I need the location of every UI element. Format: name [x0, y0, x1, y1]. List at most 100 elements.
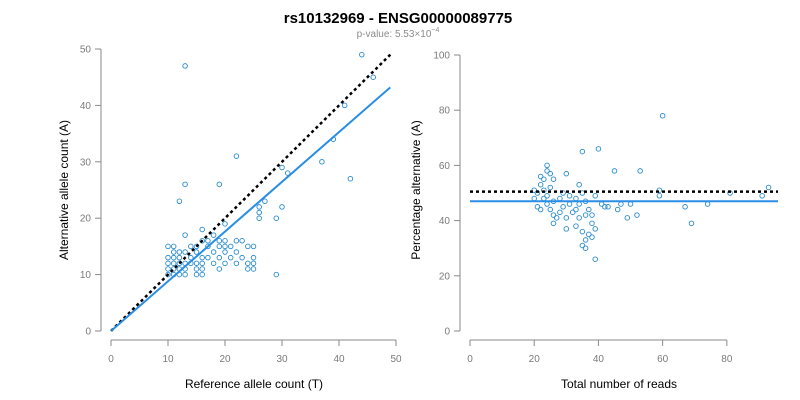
data-point	[634, 212, 640, 218]
data-point	[284, 170, 291, 176]
data-point	[319, 159, 325, 165]
data-point	[347, 175, 354, 182]
data-point	[205, 243, 211, 250]
data-point	[227, 243, 234, 250]
scatter-panel-percentage: Total number of reads Percentage alterna…	[409, 51, 778, 391]
data-point	[279, 204, 285, 210]
data-point	[563, 226, 570, 232]
data-point	[595, 146, 602, 152]
data-point	[245, 243, 251, 250]
data-point	[656, 193, 663, 199]
data-point	[222, 221, 228, 227]
data-point	[199, 226, 205, 233]
reference-line	[110, 53, 392, 332]
data-point	[576, 201, 582, 207]
data-point	[262, 198, 268, 205]
data-point	[170, 266, 177, 272]
data-point	[170, 249, 177, 255]
data-point	[576, 181, 582, 188]
data-point	[627, 201, 634, 207]
data-point	[688, 220, 695, 227]
y-tick-label: 20	[439, 271, 451, 282]
data-point	[547, 184, 554, 191]
data-point	[176, 198, 183, 205]
data-point	[165, 271, 171, 278]
x-tick-label: 10	[162, 354, 174, 365]
data-point	[544, 162, 550, 169]
data-point	[239, 254, 245, 261]
data-point	[614, 206, 621, 213]
data-point	[592, 193, 598, 199]
data-point	[170, 254, 177, 261]
y-tick-label: 20	[80, 214, 92, 225]
data-point	[188, 254, 194, 261]
y-tick-label: 0	[444, 327, 450, 338]
data-point	[176, 254, 183, 261]
y-tick-label: 60	[439, 161, 451, 172]
data-point	[544, 201, 550, 207]
data-point	[216, 238, 223, 244]
data-point	[182, 232, 188, 238]
data-point	[531, 195, 537, 202]
data-point	[611, 168, 618, 174]
x-axis-label: Reference allele count (T)	[185, 377, 323, 391]
y-tick-label: 50	[80, 45, 92, 56]
data-point	[170, 243, 177, 250]
chart-title: rs10132969 - ENSG00000089775	[284, 10, 513, 27]
data-point	[537, 206, 544, 213]
x-tick-label: 50	[390, 354, 402, 365]
data-point	[704, 201, 711, 207]
data-point	[560, 190, 566, 196]
data-point	[531, 187, 537, 193]
data-point	[579, 190, 586, 196]
data-point	[341, 102, 348, 109]
data-point	[370, 74, 376, 80]
data-point	[170, 260, 177, 267]
x-tick-label: 40	[333, 354, 345, 365]
data-point	[165, 260, 171, 267]
data-point	[182, 249, 188, 255]
data-point	[222, 260, 228, 267]
scatter-panel-allele-counts: Reference allele count (T) Alternative a…	[57, 45, 402, 392]
data-point	[199, 271, 205, 278]
y-tick-label: 40	[80, 101, 92, 112]
data-point	[566, 201, 573, 207]
y-tick-label: 0	[85, 327, 91, 338]
data-point	[544, 168, 550, 174]
data-point	[573, 206, 579, 213]
data-point	[188, 243, 194, 250]
data-point	[557, 195, 563, 202]
data-point	[205, 238, 211, 244]
subtitle-exponent: −4	[431, 27, 439, 34]
data-point	[569, 209, 576, 216]
data-point	[563, 170, 570, 177]
x-tick-label: 0	[108, 354, 114, 365]
data-point	[233, 153, 240, 159]
data-point	[537, 181, 544, 188]
data-point	[233, 260, 240, 267]
data-point	[199, 260, 205, 267]
data-point	[199, 266, 205, 272]
data-point	[586, 206, 592, 213]
data-point	[544, 193, 550, 199]
x-tick-label: 0	[467, 354, 473, 365]
data-point	[589, 234, 595, 240]
y-axis-label: Percentage alternative (A)	[409, 120, 423, 259]
data-point	[256, 215, 262, 221]
data-point	[210, 260, 217, 267]
data-point	[586, 231, 592, 238]
data-point	[547, 170, 554, 177]
y-tick-label: 10	[80, 270, 92, 281]
data-point	[618, 201, 624, 207]
data-point	[547, 206, 554, 213]
data-point	[216, 266, 223, 272]
data-point	[765, 184, 772, 191]
x-tick-label: 20	[219, 354, 231, 365]
y-tick-label: 80	[439, 106, 451, 117]
data-point	[560, 204, 566, 210]
data-point	[222, 238, 228, 244]
data-point	[656, 187, 663, 193]
data-point	[250, 266, 257, 272]
y-axis-label: Alternative allele count (A)	[57, 120, 71, 260]
data-point	[176, 260, 183, 267]
